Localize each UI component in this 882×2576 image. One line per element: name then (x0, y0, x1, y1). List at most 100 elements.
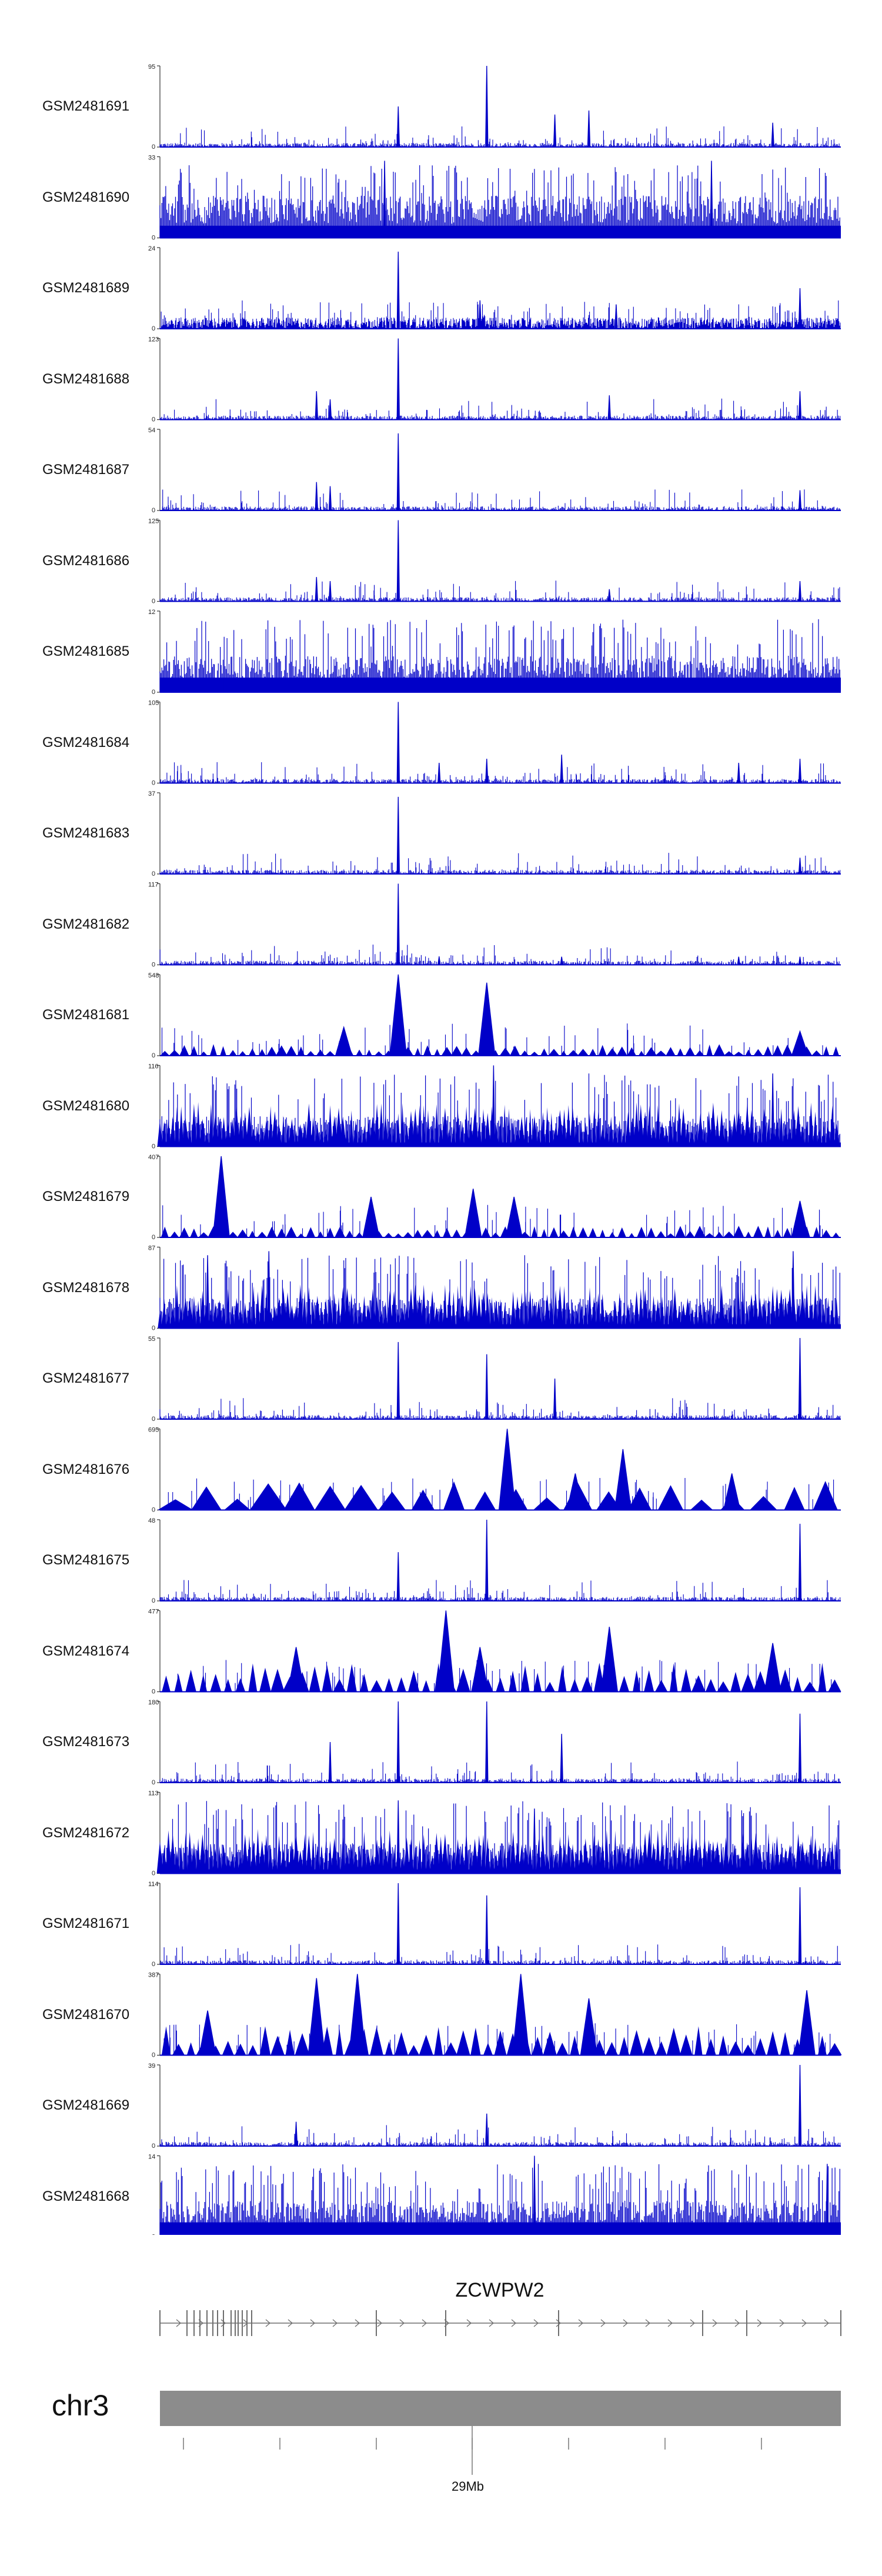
signal-peak (308, 1978, 326, 2056)
signal-peak (798, 956, 802, 966)
track-GSM2481682: 117 0 (148, 882, 841, 969)
y-max-label: 24 (148, 245, 155, 252)
coverage-fill (158, 1481, 838, 1510)
y-min-label: 0 (152, 1597, 155, 1604)
signal-peak (396, 1800, 400, 1874)
track-label: GSM2481679 (42, 1189, 130, 1204)
signal-peak (798, 288, 802, 329)
track-label: GSM2481675 (42, 1552, 130, 1568)
coverage-fill (162, 1663, 841, 1692)
signal-peak (560, 956, 564, 966)
track-label: GSM2481670 (42, 2006, 130, 2023)
y-max-label: 114 (148, 1881, 159, 1888)
track-GSM2481668: 14 0 (148, 2154, 841, 2235)
signal-peak (566, 1473, 584, 1511)
coverage-signal (159, 489, 841, 510)
strand-arrow (511, 2319, 516, 2327)
signal-peak (764, 1643, 782, 1693)
strand-arrow (645, 2319, 650, 2327)
signal-peak (560, 755, 563, 784)
strand-arrow (734, 2319, 740, 2327)
strand-arrow (801, 2319, 807, 2327)
y-min-label: 0 (152, 507, 155, 514)
coverage-fill (156, 1828, 839, 1874)
gene-model-track (159, 2310, 841, 2336)
track-GSM2481681: 548 0 (148, 972, 841, 1059)
y-max-label: 105 (148, 700, 159, 707)
y-min-label: 0 (152, 1870, 155, 1877)
track-label: GSM2481684 (42, 734, 130, 750)
signal-peak (396, 702, 400, 784)
y-min-label: 0 (152, 144, 155, 151)
coverage-signal (159, 1944, 841, 1964)
signal-peak (396, 106, 400, 148)
y-min-label: 0 (152, 1507, 155, 1514)
track-GSM2481684: 105 0 (148, 700, 841, 787)
y-min-label: 0 (152, 870, 155, 877)
y-min-label: 0 (152, 1143, 155, 1150)
signal-peak (798, 490, 802, 511)
track-label: GSM2481677 (42, 1370, 130, 1386)
signal-peak (587, 110, 591, 148)
track-GSM2481688: 123 0 (148, 336, 841, 423)
signal-peak (362, 1196, 380, 1238)
strand-arrow (220, 2319, 226, 2327)
track-GSM2481680: 116 0 (148, 1063, 841, 1150)
signal-peak (560, 1734, 563, 1783)
chromosome-label: chr3 (52, 2389, 109, 2422)
signal-peak (798, 1337, 802, 1420)
y-max-label: 39 (148, 2063, 155, 2070)
track-GSM2481678: 87 0 (148, 1245, 841, 1332)
signal-peak (791, 1251, 795, 1329)
signal-peak (798, 2064, 802, 2147)
strand-arrow (198, 2319, 203, 2327)
signal-peak (533, 1808, 536, 1874)
signal-peak (580, 1998, 598, 2056)
signal-peak (464, 1189, 482, 1238)
y-max-label: 37 (148, 790, 155, 798)
signal-peak (396, 251, 400, 329)
signal-peak (396, 338, 400, 421)
signal-peak (791, 1200, 809, 1238)
signal-peak (485, 1701, 489, 1783)
signal-peak (471, 1647, 489, 1693)
signal-peak (437, 956, 441, 966)
y-max-label: 116 (148, 1063, 159, 1070)
y-min-label: 0 (152, 1779, 155, 1786)
coverage-signal (159, 2164, 840, 2235)
strand-arrow (466, 2319, 472, 2327)
track-GSM2481687: 54 0 (148, 427, 841, 514)
signal-peak (396, 433, 400, 511)
signal-peak (826, 2164, 829, 2235)
signal-peak (328, 399, 332, 421)
strand-arrow (600, 2319, 606, 2327)
y-max-label: 113 (148, 1790, 159, 1797)
signal-peak (315, 482, 319, 511)
strand-arrow (355, 2319, 360, 2327)
signal-peak (315, 577, 319, 602)
signal-peak (396, 1701, 400, 1783)
strand-arrow (288, 2319, 293, 2327)
strand-arrow (310, 2319, 315, 2327)
signal-peak (492, 1065, 496, 1147)
signal-peak (771, 1073, 774, 1147)
track-label: GSM2481674 (42, 1643, 130, 1659)
coverage-signal (177, 1660, 832, 1692)
coverage-signal (159, 398, 841, 420)
coverage-signal (159, 1761, 841, 1783)
signal-peak (396, 1552, 400, 1601)
coverage-signal (159, 300, 841, 329)
signal-peak (485, 65, 489, 148)
track-GSM2481691: 95 0 (148, 64, 841, 151)
signal-peak (396, 1342, 400, 1420)
signal-peak (512, 1974, 530, 2056)
coverage-signal (161, 1023, 823, 1056)
track-GSM2481686: 125 0 (148, 518, 841, 605)
signal-peak (798, 759, 802, 784)
signal-peak (498, 1429, 516, 1511)
strand-arrow (779, 2319, 784, 2327)
signal-peak (383, 161, 386, 239)
track-label: GSM2481685 (42, 643, 130, 659)
track-label: GSM2481690 (42, 189, 130, 205)
signal-peak (396, 1883, 400, 1965)
